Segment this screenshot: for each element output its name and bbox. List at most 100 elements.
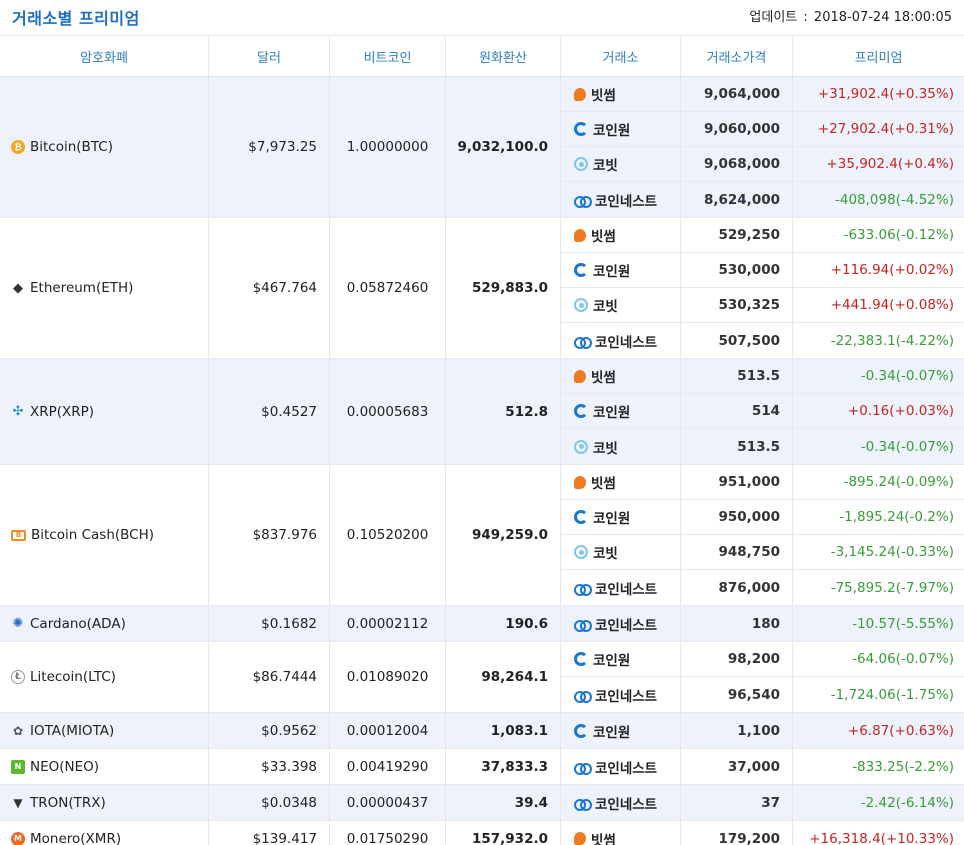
exchange-row[interactable]: 빗썸 179,200 +16,318.4(+10.33%) — [561, 821, 964, 845]
litecoin-icon: Ł — [11, 670, 25, 684]
exchange-name: 코인원 — [593, 653, 631, 669]
exchange-premium: +441.94(+0.08%) — [830, 297, 954, 313]
exchange-name: 코인네스트 — [595, 581, 658, 598]
exchange-row[interactable]: 빗썸 529,250 -633.06(-0.12%) — [561, 218, 964, 253]
coin-row[interactable]: ✺ Cardano(ADA) $0.1682 0.00002112 190.6 코인네스트… — [0, 606, 964, 642]
coin-krw-price: 37,833.3 — [446, 749, 561, 784]
exchange-name: 코빗 — [593, 546, 618, 562]
exchange-row[interactable]: 코인원 530,000 +116.94(+0.02%) — [561, 253, 964, 288]
exchange-row[interactable]: 빗썸 951,000 -895.24(-0.09%) — [561, 465, 964, 500]
exchange-name: 코인원 — [593, 123, 631, 139]
exchange-row[interactable]: 빗썸 513.5 -0.34(-0.07%) — [561, 359, 964, 394]
coin-name: Cardano(ADA) — [30, 615, 126, 632]
exchange-row[interactable]: 코인원 1,100 +6.87(+0.63%) — [561, 713, 964, 748]
coin-btc-price: 1.00000000 — [330, 77, 446, 217]
coin-name-cell: N NEO(NEO) — [0, 749, 209, 784]
exchange-list: 코인네스트 37 -2.42(-6.14%) — [561, 785, 964, 820]
exchange-premium: -633.06(-0.12%) — [843, 227, 954, 243]
exchange-price: 507,500 — [681, 323, 793, 358]
exchange-name: 코인원 — [593, 724, 631, 741]
exchange-row[interactable]: 코인네스트 180 -10.57(-5.55%) — [561, 606, 964, 641]
column-header-usd[interactable]: 달러 — [209, 36, 330, 76]
exchange-row[interactable]: 코인원 98,200 -64.06(-0.07%) — [561, 642, 964, 677]
coin-krw-price: 190.6 — [446, 606, 561, 641]
coin-row[interactable]: Ł Litecoin(LTC) $86.7444 0.01089020 98,264.1… — [0, 642, 964, 713]
coin-row[interactable]: ◆ Ethereum(ETH) $467.764 0.05872460 529,883.… — [0, 218, 964, 359]
exchange-price: 529,250 — [681, 218, 793, 252]
exchange-row[interactable]: 코인원 514 +0.16(+0.03%) — [561, 394, 964, 429]
bithumb-icon — [574, 87, 586, 101]
exchange-list: 코인원 1,100 +6.87(+0.63%) — [561, 713, 964, 748]
coin-krw-price: 9,032,100.0 — [446, 77, 561, 217]
exchange-row[interactable]: 코빗 513.5 -0.34(-0.07%) — [561, 429, 964, 464]
table-body: ₿ Bitcoin(BTC) $7,973.25 1.00000000 9,032,10… — [0, 77, 964, 845]
coin-name-cell: ₿ Bitcoin(BTC) — [0, 77, 209, 217]
exchange-name: 빗썸 — [591, 370, 616, 386]
exchange-name: 코인네스트 — [595, 193, 658, 210]
column-header-coin[interactable]: 암호화폐 — [0, 36, 209, 76]
exchange-premium: -10.57(-5.55%) — [852, 615, 954, 632]
exchange-premium: -833.25(-2.2%) — [852, 758, 954, 775]
exchange-row[interactable]: 코빗 9,068,000 +35,902.4(+0.4%) — [561, 147, 964, 182]
column-header-exchange-price[interactable]: 거래소가격 — [681, 36, 793, 76]
exchange-row[interactable]: 코인네스트 8,624,000 -408,098(-4.52%) — [561, 182, 964, 217]
coin-btc-price: 0.01750290 — [330, 821, 446, 845]
exchange-row[interactable]: 코인네스트 876,000 -75,895.2(-7.97%) — [561, 570, 964, 605]
page-header: 거래소별 프리미엄 업데이트 : 2018-07-24 18:00:05 — [0, 0, 964, 36]
coin-name-cell: ✺ Cardano(ADA) — [0, 606, 209, 641]
exchange-name-cell: 빗썸 — [561, 218, 681, 252]
coin-btc-price: 0.00000437 — [330, 785, 446, 820]
exchange-name-cell: 코빗 — [561, 147, 681, 181]
bitcoin-cash-icon: B — [11, 529, 26, 541]
exchange-name-cell: 코인네스트 — [561, 749, 681, 784]
coin-name: IOTA(MIOTA) — [30, 722, 115, 739]
exchange-name-cell: 코인원 — [561, 253, 681, 287]
exchange-row[interactable]: 코인네스트 507,500 -22,383.1(-4.22%) — [561, 323, 964, 358]
premium-table: 암호화폐 달러 비트코인 원화환산 거래소 거래소가격 프리미엄 ₿ Bitcoi… — [0, 36, 964, 845]
table-header: 암호화폐 달러 비트코인 원화환산 거래소 거래소가격 프리미엄 — [0, 36, 964, 77]
korbit-icon — [574, 298, 588, 312]
coin-row[interactable]: M Monero(XMR) $139.417 0.01750290 157,932.0 빗… — [0, 821, 964, 845]
ripple-icon: ✣ — [12, 404, 24, 419]
coin-row[interactable]: ✿ IOTA(MIOTA) $0.9562 0.00012004 1,083.1 코인원 1… — [0, 713, 964, 749]
coin-usd-price: $0.4527 — [209, 359, 330, 464]
update-label: 업데이트 — [749, 10, 798, 25]
coin-row[interactable]: ✣ XRP(XRP) $0.4527 0.00005683 512.8 빗썸 513.5 -0… — [0, 359, 964, 465]
exchange-row[interactable]: 코빗 948,750 -3,145.24(-0.33%) — [561, 535, 964, 570]
exchange-name-cell: 빗썸 — [561, 77, 681, 111]
exchange-premium: -2.42(-6.14%) — [860, 794, 954, 811]
exchange-name: 코빗 — [593, 299, 618, 315]
coin-btc-price: 0.00002112 — [330, 606, 446, 641]
exchange-price: 9,060,000 — [681, 112, 793, 146]
exchange-name: 코인원 — [593, 264, 631, 280]
exchange-name: 빗썸 — [591, 832, 616, 845]
exchange-row[interactable]: 코빗 530,325 +441.94(+0.08%) — [561, 288, 964, 323]
exchange-name-cell: 코인네스트 — [561, 323, 681, 358]
coin-row[interactable]: ▼ TRON(TRX) $0.0348 0.00000437 39.4 코인네스트 37 -2… — [0, 785, 964, 821]
exchange-row[interactable]: 빗썸 9,064,000 +31,902.4(+0.35%) — [561, 77, 964, 112]
coinone-icon — [574, 404, 588, 418]
column-header-btc[interactable]: 비트코인 — [330, 36, 446, 76]
exchange-list: 빗썸 513.5 -0.34(-0.07%) 코인원 514 +0.16(+0.03%) 코… — [561, 359, 964, 464]
coin-krw-price: 529,883.0 — [446, 218, 561, 358]
coinone-icon — [574, 122, 588, 136]
exchange-list: 빗썸 9,064,000 +31,902.4(+0.35%) 코인원 9,060,000… — [561, 77, 964, 217]
column-header-exchange[interactable]: 거래소 — [561, 36, 681, 76]
coin-row[interactable]: B Bitcoin Cash(BCH) $837.976 0.10520200 949,… — [0, 465, 964, 606]
column-header-premium[interactable]: 프리미엄 — [854, 50, 903, 66]
exchange-row[interactable]: 코인네스트 37 -2.42(-6.14%) — [561, 785, 964, 820]
exchange-row[interactable]: 코인네스트 96,540 -1,724.06(-1.75%) — [561, 677, 964, 712]
exchange-row[interactable]: 코인원 950,000 -1,895.24(-0.2%) — [561, 500, 964, 535]
exchange-row[interactable]: 코인원 9,060,000 +27,902.4(+0.31%) — [561, 112, 964, 147]
exchange-name-cell: 코인원 — [561, 713, 681, 748]
ethereum-icon: ◆ — [13, 280, 23, 296]
coin-row[interactable]: ₿ Bitcoin(BTC) $7,973.25 1.00000000 9,032,10… — [0, 77, 964, 218]
coin-row[interactable]: N NEO(NEO) $33.398 0.00419290 37,833.3 코인네스트 3… — [0, 749, 964, 785]
exchange-name: 코인원 — [593, 405, 631, 421]
column-header-krw[interactable]: 원화환산 — [446, 36, 561, 76]
exchange-name-cell: 코인네스트 — [561, 677, 681, 712]
coin-name: XRP(XRP) — [30, 403, 95, 420]
exchange-row[interactable]: 코인네스트 37,000 -833.25(-2.2%) — [561, 749, 964, 784]
exchange-list: 빗썸 529,250 -633.06(-0.12%) 코인원 530,000 +116.9… — [561, 218, 964, 358]
coin-btc-price: 0.01089020 — [330, 642, 446, 712]
